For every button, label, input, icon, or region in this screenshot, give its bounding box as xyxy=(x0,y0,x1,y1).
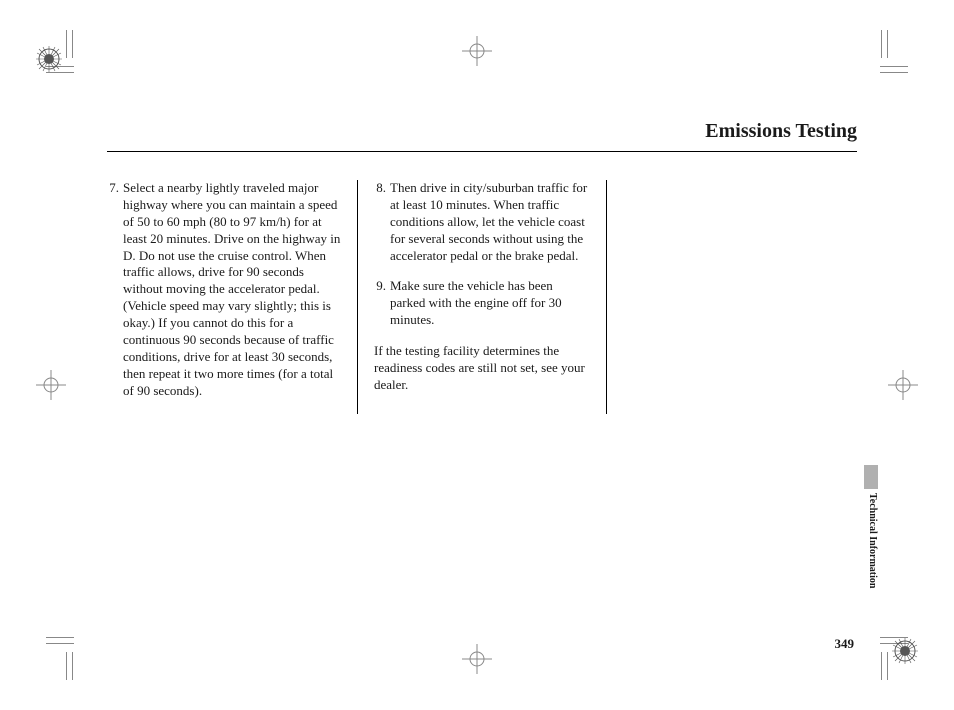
page-heading: Emissions Testing xyxy=(107,120,857,152)
column-2: 8. Then drive in city/suburban traffic f… xyxy=(357,180,607,414)
starburst-mark-icon xyxy=(892,638,918,664)
registration-mark-icon xyxy=(462,644,492,674)
closing-paragraph: If the testing facility determines the r… xyxy=(374,343,590,394)
registration-mark-icon xyxy=(36,370,66,400)
section-tab: Technical Information xyxy=(864,465,878,605)
page-content: Emissions Testing 7. Select a nearby lig… xyxy=(107,120,857,414)
tab-marker xyxy=(864,465,878,489)
list-item-9: 9. Make sure the vehicle has been parked… xyxy=(374,278,590,329)
column-1: 7. Select a nearby lightly traveled majo… xyxy=(107,180,357,414)
starburst-mark-icon xyxy=(36,46,62,72)
registration-mark-icon xyxy=(888,370,918,400)
item-number: 8. xyxy=(374,180,390,264)
tab-label: Technical Information xyxy=(867,493,878,588)
item-number: 7. xyxy=(107,180,123,400)
item-text: Then drive in city/suburban traffic for … xyxy=(390,180,590,264)
item-text: Make sure the vehicle has been parked wi… xyxy=(390,278,590,329)
item-number: 9. xyxy=(374,278,390,329)
crop-mark-icon xyxy=(30,636,74,680)
list-item-8: 8. Then drive in city/suburban traffic f… xyxy=(374,180,590,264)
list-item-7: 7. Select a nearby lightly traveled majo… xyxy=(107,180,341,400)
text-columns: 7. Select a nearby lightly traveled majo… xyxy=(107,180,857,414)
column-3 xyxy=(607,180,857,414)
crop-mark-icon xyxy=(880,30,924,74)
item-text: Select a nearby lightly traveled major h… xyxy=(123,180,341,400)
page-number: 349 xyxy=(835,636,855,652)
registration-mark-icon xyxy=(462,36,492,66)
